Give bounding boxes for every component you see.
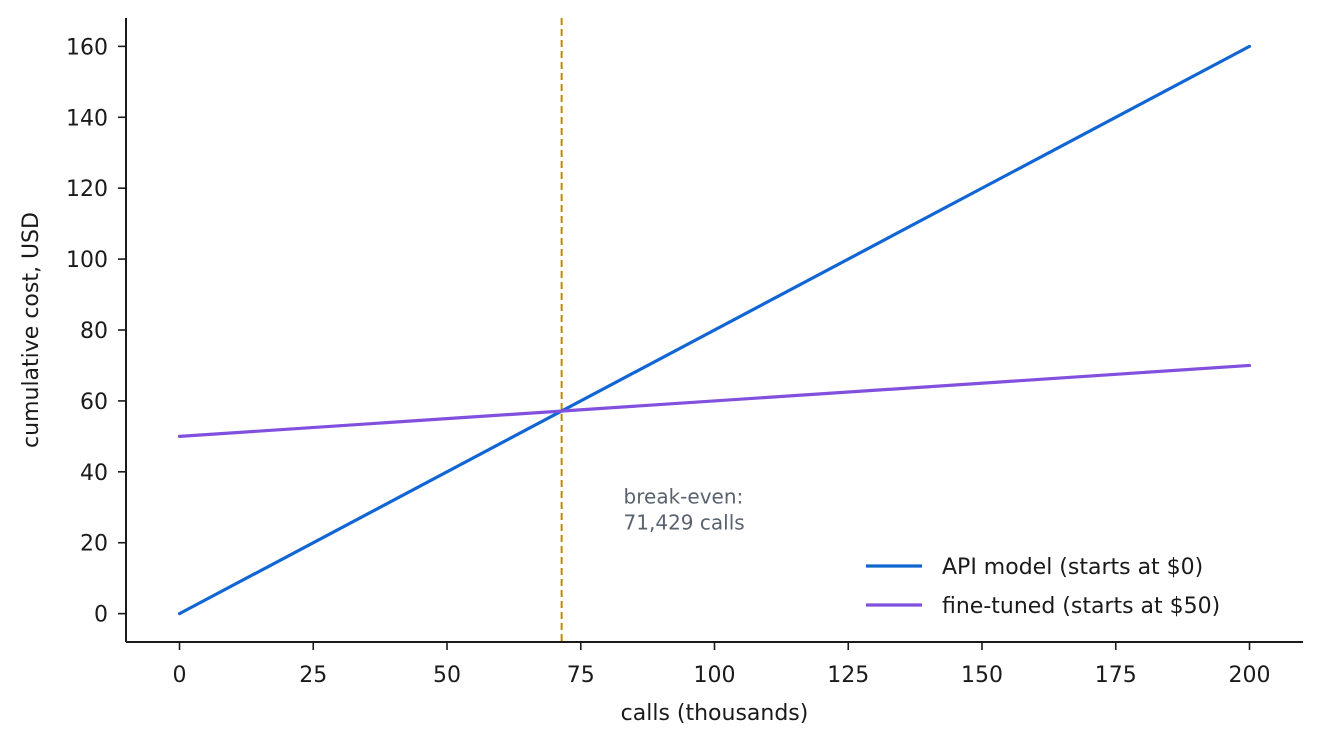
x-tick-label: 75 <box>567 663 595 688</box>
break-even-annotation-line: break-even: <box>624 485 744 509</box>
x-tick-label: 175 <box>1095 663 1137 688</box>
x-ticks: 0 25 50 75 100 125 150 175 200 <box>173 642 1271 688</box>
series-line-2 <box>177 363 1252 438</box>
legend: API model (starts at $0) fine-tuned (star… <box>866 555 1220 619</box>
legend-label: API model (starts at $0) <box>942 555 1203 580</box>
x-tick-label: 100 <box>694 663 736 688</box>
y-tick-label: 160 <box>66 35 108 60</box>
x-tick-label: 125 <box>827 663 869 688</box>
y-tick-label: 80 <box>80 319 108 344</box>
y-tick-label: 0 <box>94 603 108 628</box>
y-tick-label: 40 <box>80 461 108 486</box>
y-tick-label: 120 <box>66 177 108 202</box>
y-tick-label: 20 <box>80 532 108 557</box>
y-axis-title: cumulative cost, USD <box>19 212 44 448</box>
legend-label: fine-tuned (starts at $50) <box>942 594 1220 619</box>
y-ticks: 0 20 40 60 80 100 120 140 160 <box>66 35 126 628</box>
annotation-layer: break-even:71,429 calls <box>624 485 745 535</box>
x-tick-label: 25 <box>299 663 327 688</box>
y-tick-label: 60 <box>80 390 108 415</box>
series-layer <box>177 44 1252 616</box>
y-tick-label: 140 <box>66 106 108 131</box>
y-tick-label: 100 <box>66 248 108 273</box>
x-tick-label: 150 <box>961 663 1003 688</box>
x-tick-label: 200 <box>1229 663 1271 688</box>
x-tick-label: 0 <box>173 663 187 688</box>
series-line-1 <box>177 44 1252 616</box>
break-even-annotation-line: 71,429 calls <box>624 511 745 535</box>
x-axis-title: calls (thousands) <box>621 701 809 726</box>
x-tick-label: 50 <box>433 663 461 688</box>
